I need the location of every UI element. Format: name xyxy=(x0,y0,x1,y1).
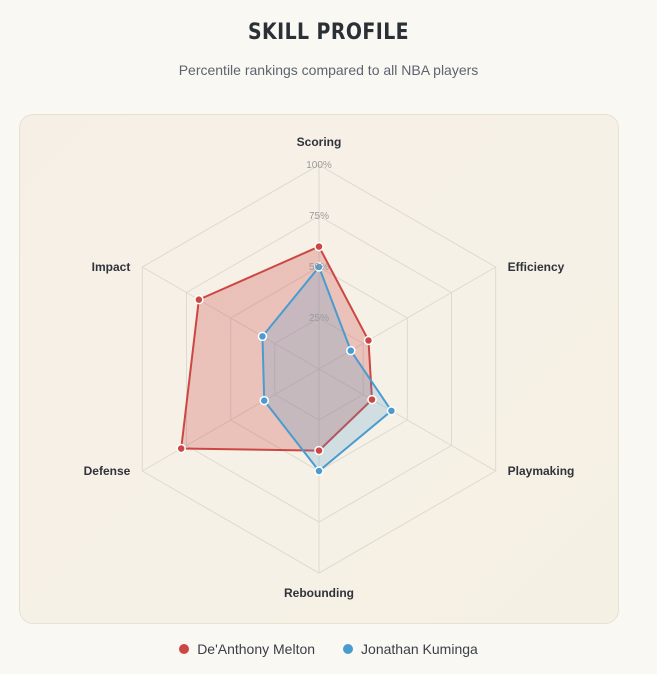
data-point-b[interactable] xyxy=(314,262,324,272)
legend-label-series-b: Jonathan Kuminga xyxy=(361,641,478,657)
data-point-a[interactable] xyxy=(176,443,186,454)
data-point-b[interactable] xyxy=(257,331,268,342)
legend-item-series-b[interactable]: Jonathan Kuminga xyxy=(343,641,478,657)
axis-label-impact: Impact xyxy=(92,260,131,274)
legend: De'Anthony Melton Jonathan Kuminga xyxy=(0,641,657,657)
data-point-b[interactable] xyxy=(386,406,397,416)
tick-label: 50% xyxy=(309,262,329,273)
tick-label: 100% xyxy=(306,160,332,171)
data-point-a[interactable] xyxy=(314,241,324,252)
axis-label-playmaking: Playmaking xyxy=(508,464,575,478)
radar-labels: 25% 50% 75% 100% Scoring Efficiency Playmaking… xyxy=(84,135,575,600)
axis-label-rebounding: Rebounding xyxy=(284,586,354,600)
data-point-a[interactable] xyxy=(367,394,377,405)
axis-label-scoring: Scoring xyxy=(297,135,342,149)
data-point-b[interactable] xyxy=(314,466,324,476)
axis-label-efficiency: Efficiency xyxy=(508,260,565,274)
legend-item-series-a[interactable]: De'Anthony Melton xyxy=(179,641,315,657)
tick-label: 25% xyxy=(309,313,329,324)
data-point-b[interactable] xyxy=(259,395,269,406)
data-point-a[interactable] xyxy=(314,445,324,456)
axis-label-defense: Defense xyxy=(84,464,131,478)
data-point-a[interactable] xyxy=(194,294,204,305)
legend-dot-series-a xyxy=(179,644,190,654)
radar-series xyxy=(176,241,397,476)
legend-dot-series-b xyxy=(343,644,354,654)
grid-spoke xyxy=(142,266,320,370)
grid-spoke xyxy=(142,368,320,472)
data-point-a[interactable] xyxy=(363,335,374,346)
chart-title: SKILL PROFILE xyxy=(247,20,410,45)
grid-spoke xyxy=(318,368,496,472)
data-point-b[interactable] xyxy=(346,345,356,356)
tick-label: 75% xyxy=(309,211,329,222)
chart-subtitle: Percentile rankings compared to all NBA … xyxy=(178,62,479,78)
legend-label-series-a: De'Anthony Melton xyxy=(197,641,316,657)
